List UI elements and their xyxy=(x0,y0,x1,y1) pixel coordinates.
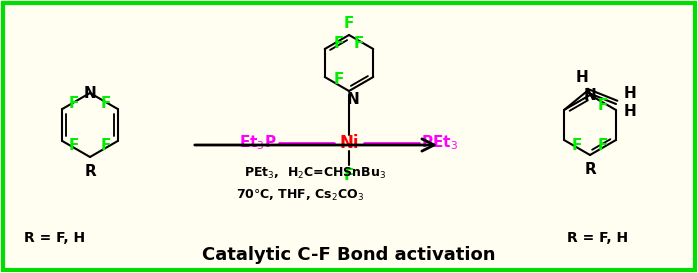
Text: F: F xyxy=(597,97,608,112)
Text: Et$_3$P: Et$_3$P xyxy=(239,134,277,152)
Text: PEt$_3$: PEt$_3$ xyxy=(421,134,458,152)
Text: H: H xyxy=(623,105,637,120)
Text: Ni: Ni xyxy=(339,134,359,152)
Text: N: N xyxy=(84,85,96,100)
Text: R = F, H: R = F, H xyxy=(24,231,86,245)
Text: N: N xyxy=(347,91,359,106)
Text: F: F xyxy=(572,138,582,153)
Text: 70$°$C, THF, Cs$_2$CO$_3$: 70$°$C, THF, Cs$_2$CO$_3$ xyxy=(236,188,364,203)
Text: R: R xyxy=(84,164,96,179)
Text: R: R xyxy=(584,162,596,177)
Text: F: F xyxy=(597,138,608,153)
Text: F: F xyxy=(101,138,111,153)
Text: F: F xyxy=(69,138,80,153)
Text: F: F xyxy=(344,16,354,31)
Text: Catalytic C-F Bond activation: Catalytic C-F Bond activation xyxy=(202,246,496,264)
Text: F: F xyxy=(334,72,344,87)
Text: N: N xyxy=(584,88,596,102)
Text: PEt$_3$,  H$_2$C=CHSnBu$_3$: PEt$_3$, H$_2$C=CHSnBu$_3$ xyxy=(244,165,386,180)
Text: R = F, H: R = F, H xyxy=(567,231,629,245)
Text: F: F xyxy=(344,168,354,182)
Text: F: F xyxy=(334,35,344,51)
Text: F: F xyxy=(101,96,111,111)
Text: H: H xyxy=(623,87,637,102)
Text: F: F xyxy=(354,35,364,51)
Text: F: F xyxy=(69,96,80,111)
Text: H: H xyxy=(576,70,588,85)
